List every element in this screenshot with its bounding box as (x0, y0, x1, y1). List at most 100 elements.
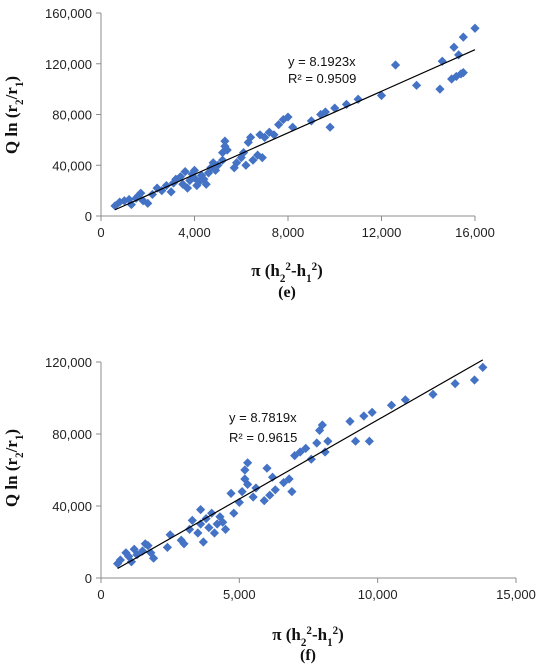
y-tick-label: 0 (85, 209, 92, 224)
data-point (241, 160, 251, 170)
data-point (201, 179, 211, 189)
data-point (165, 530, 175, 540)
data-point (284, 474, 294, 484)
data-point (204, 523, 214, 533)
data-point (317, 420, 327, 430)
data-point (182, 183, 193, 193)
panel-label: (f) (300, 647, 316, 664)
data-point (184, 524, 195, 534)
data-point (267, 472, 278, 482)
data-point (259, 496, 269, 506)
data-point (386, 400, 397, 410)
data-point (290, 451, 300, 461)
data-point (341, 99, 352, 109)
data-point (458, 68, 468, 78)
data-point (243, 479, 253, 489)
data-point (187, 515, 197, 525)
data-point (325, 122, 335, 132)
data-point (469, 375, 480, 385)
data-point (428, 389, 438, 399)
y-tick-label: 0 (85, 571, 92, 586)
data-point (364, 436, 374, 446)
data-point (400, 395, 410, 405)
data-point (454, 50, 464, 60)
data-point (136, 188, 146, 198)
data-point (279, 478, 289, 488)
data-point (320, 447, 330, 457)
data-point (215, 512, 225, 522)
chart-panel-2: 0 40,000 80,000 120,000 0 5,000 10,000 15,000 y … (2, 355, 536, 664)
data-point (330, 103, 340, 113)
data-point (240, 465, 250, 475)
trendline-equation: y = 8.7819x (229, 410, 297, 425)
x-tick-label: 5,000 (223, 587, 256, 602)
y-tick-label: 40,000 (52, 499, 92, 514)
data-point (449, 42, 459, 52)
data-point (262, 463, 272, 473)
data-point (246, 132, 256, 142)
data-point (189, 165, 200, 175)
data-point (148, 553, 159, 563)
y-tick-label: 80,000 (52, 427, 92, 442)
chart-panel-1: 0 40,000 80,000 120,000 160,000 0 4,000 8,000 12… (2, 6, 495, 301)
data-point (437, 56, 447, 66)
x-axis-title: π (h22-h12) (272, 625, 344, 649)
trendline-equation: y = 8.1923x (288, 54, 356, 69)
data-point (478, 362, 488, 372)
data-point (301, 443, 311, 453)
data-point (209, 528, 220, 538)
data-point (451, 71, 461, 82)
data-point (196, 519, 206, 529)
data-point (243, 458, 253, 468)
data-point (390, 60, 401, 70)
data-point (143, 541, 153, 551)
x-tick-label: 10,000 (358, 587, 398, 602)
y-tick-label: 120,000 (45, 355, 92, 370)
trendline (117, 359, 484, 570)
data-point (198, 537, 208, 547)
trendline (114, 49, 476, 211)
data-point (248, 492, 258, 502)
data-point (229, 508, 239, 518)
r-squared-label: R² = 0.9509 (288, 71, 356, 86)
data-point (367, 407, 377, 417)
x-tick-label: 0 (97, 225, 104, 240)
data-point (234, 497, 244, 507)
data-point (287, 487, 297, 497)
data-point (359, 411, 369, 421)
data-point (196, 505, 206, 515)
data-point (316, 109, 326, 120)
data-point (264, 127, 274, 137)
x-tick-label: 15,000 (496, 587, 536, 602)
data-point (458, 32, 468, 42)
data-point (180, 166, 190, 177)
data-point (288, 122, 298, 132)
x-tick-label: 4,000 (178, 225, 211, 240)
data-point (220, 136, 230, 146)
data-point (353, 94, 363, 104)
data-point (220, 524, 231, 534)
y-tick-label: 80,000 (52, 108, 92, 123)
data-point (376, 90, 387, 101)
y-axis-title: Q ln (r2/r1) (2, 429, 26, 507)
data-point (143, 198, 153, 208)
data-point (222, 145, 232, 155)
data-point (115, 555, 125, 565)
data-point (226, 488, 236, 498)
data-point (162, 542, 172, 552)
data-point (121, 548, 131, 558)
data-point (253, 150, 263, 160)
data-point (175, 172, 186, 182)
y-tick-label: 160,000 (45, 6, 92, 21)
x-axis-title: π (h22-h12) (251, 261, 323, 285)
data-point (166, 187, 176, 197)
y-tick-label: 40,000 (52, 158, 92, 173)
data-point (237, 487, 247, 497)
data-point (257, 153, 267, 163)
data-point (314, 425, 325, 435)
data-point (269, 130, 279, 140)
y-axis-title: Q ln (r2/r1) (2, 76, 26, 154)
data-point (248, 155, 258, 165)
data-point (345, 416, 355, 426)
